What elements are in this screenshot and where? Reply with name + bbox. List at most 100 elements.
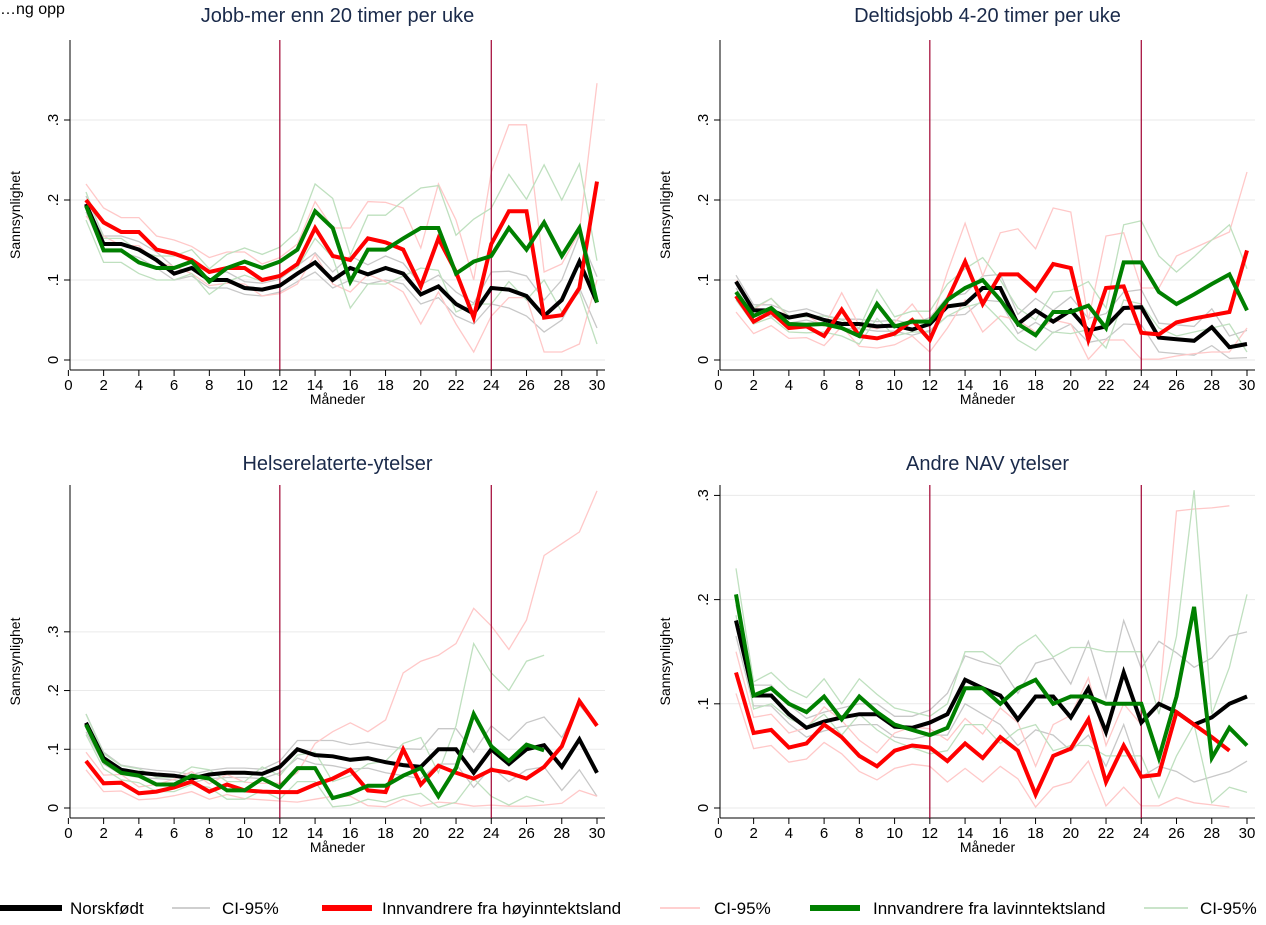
x-tick-label: 12: [921, 377, 938, 394]
y-tick-label: .2: [695, 593, 712, 606]
y-tick-label: 0: [695, 804, 712, 812]
y-tick-label: .1: [45, 743, 62, 756]
x-tick-label: 16: [992, 377, 1009, 394]
x-tick-label: 8: [205, 825, 213, 842]
x-tick-label: 10: [236, 377, 253, 394]
y-tick-label: .2: [45, 684, 62, 697]
chart-title: Jobb-mer enn 20 timer per uke: [201, 5, 474, 27]
ci-high-line-hoy: [735, 171, 1248, 330]
x-tick-label: 30: [1239, 377, 1256, 394]
x-tick-label: 30: [589, 377, 606, 394]
series-line-lav: [734, 260, 1249, 339]
series-line-lav: [84, 204, 599, 303]
x-tick-label: 16: [992, 825, 1009, 842]
legend-label: Norskfødt: [70, 899, 144, 918]
x-tick-label: 20: [412, 377, 429, 394]
x-tick-label: 6: [170, 825, 178, 842]
y-tick-label: 0: [45, 804, 62, 812]
x-tick-label: 24: [483, 377, 500, 394]
x-tick-label: 14: [307, 377, 324, 394]
x-tick-label: 12: [271, 377, 288, 394]
x-tick-label: 26: [518, 825, 535, 842]
legend-item: CI-95%: [172, 899, 279, 918]
x-tick-label: 2: [749, 825, 757, 842]
y-tick-label: .2: [695, 194, 712, 207]
x-tick-label: 22: [1098, 377, 1115, 394]
legend-item: Innvandrere fra høyinntektsland: [322, 899, 621, 918]
x-tick-label: 8: [205, 377, 213, 394]
legend-item: Norskfødt: [0, 899, 144, 918]
x-tick-label: 26: [1168, 825, 1185, 842]
ci-low-line-hoy: [85, 215, 598, 354]
y-tick-label: .3: [695, 114, 712, 127]
x-axis-label: Måneder: [960, 839, 1016, 855]
chart-title: Helserelaterte-ytelser: [242, 453, 432, 475]
y-axis-label: Sannsynlighet: [7, 171, 23, 259]
legend-label: CI-95%: [222, 899, 279, 918]
x-tick-label: 14: [957, 377, 974, 394]
x-tick-label: 2: [749, 377, 757, 394]
x-tick-label: 10: [886, 825, 903, 842]
x-tick-label: 20: [412, 825, 429, 842]
chart-title: Andre NAV ytelser: [906, 453, 1069, 475]
x-axis-label: Måneder: [310, 839, 366, 855]
x-tick-label: 8: [855, 825, 863, 842]
ci-high-line-hoy: [85, 490, 598, 788]
y-tick-label: 0: [45, 356, 62, 364]
x-tick-label: 30: [589, 825, 606, 842]
x-tick-label: 28: [1203, 377, 1220, 394]
y-axis-label: Sannsynlighet: [7, 617, 23, 705]
x-tick-label: 24: [483, 825, 500, 842]
x-tick-label: 0: [714, 825, 722, 842]
ci-low-line-norskfodt: [85, 731, 598, 797]
x-tick-label: 18: [377, 825, 394, 842]
x-tick-label: 16: [342, 377, 359, 394]
ci-high-line-norskfodt: [85, 704, 598, 776]
series-line-hoy: [734, 249, 1249, 348]
y-tick-label: .1: [695, 698, 712, 711]
x-tick-label: 16: [342, 825, 359, 842]
y-axis-label: Sannsynlighet: [657, 171, 673, 259]
x-tick-label: 28: [1203, 825, 1220, 842]
x-tick-label: 2: [99, 377, 107, 394]
y-tick-label: .3: [45, 626, 62, 639]
ci-high-line-lav: [85, 161, 598, 270]
x-tick-label: 0: [64, 825, 72, 842]
legend-label: Innvandrere fra høyinntektsland: [382, 899, 621, 918]
y-axis-label: Sannsynlighet: [657, 617, 673, 705]
y-tick-label: .1: [45, 274, 62, 287]
legend-item: Innvandrere fra lavinntektsland: [810, 899, 1105, 918]
series-line-lav: [84, 708, 545, 801]
x-tick-label: 4: [135, 825, 143, 842]
x-axis-label: Måneder: [960, 391, 1016, 407]
series-line-norskfodt: [734, 620, 1248, 738]
ci-high-line-norskfodt: [735, 273, 1248, 337]
x-tick-label: 6: [170, 377, 178, 394]
x-tick-label: 2: [99, 825, 107, 842]
series-line-norskfodt: [84, 203, 599, 319]
series-line-hoy: [734, 671, 1231, 800]
x-tick-label: 24: [1133, 377, 1150, 394]
x-tick-label: 26: [518, 377, 535, 394]
ci-high-line-norskfodt: [85, 195, 598, 305]
legend-item: CI-95%: [1144, 899, 1257, 918]
y-tick-label: 0: [695, 356, 712, 364]
x-tick-label: 4: [785, 825, 793, 842]
x-axis-label: Måneder: [310, 391, 366, 407]
x-tick-label: 22: [448, 377, 465, 394]
x-tick-label: 14: [957, 825, 974, 842]
legend-item: CI-95%: [660, 899, 771, 918]
legend-label: CI-95%: [714, 899, 771, 918]
ci-high-line-lav: [85, 641, 545, 783]
ci-high-line-norskfodt: [735, 604, 1248, 720]
y-tick-label: .1: [695, 274, 712, 287]
x-tick-label: 22: [1098, 825, 1115, 842]
x-tick-label: 6: [820, 825, 828, 842]
x-tick-label: 28: [553, 825, 570, 842]
x-tick-label: 18: [1027, 377, 1044, 394]
series-line-hoy: [84, 696, 599, 796]
